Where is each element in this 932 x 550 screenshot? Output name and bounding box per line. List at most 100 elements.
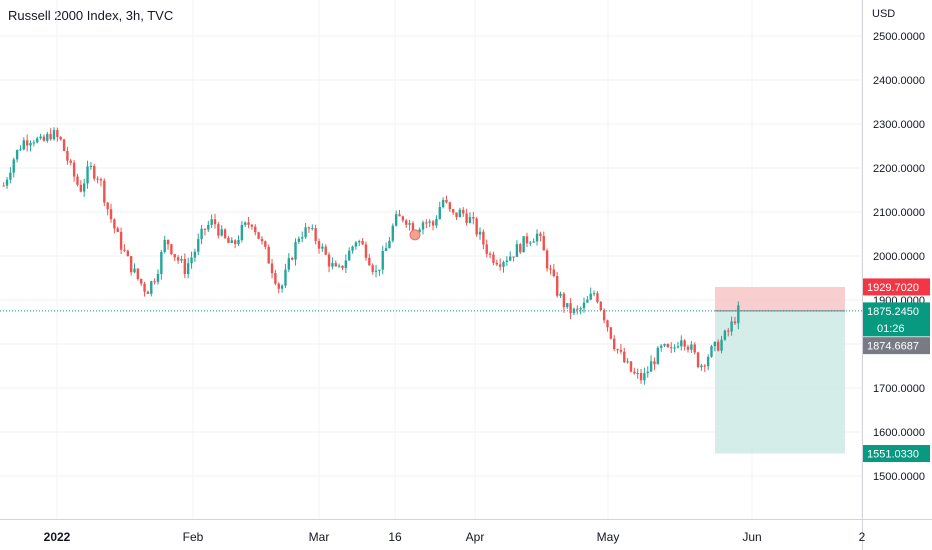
candle xyxy=(160,249,163,280)
candle xyxy=(727,328,730,337)
candle xyxy=(361,238,364,246)
candle-body xyxy=(109,209,113,220)
candle xyxy=(79,180,83,193)
candle xyxy=(220,225,223,237)
candle xyxy=(301,231,304,243)
candle xyxy=(435,215,438,229)
candle-body xyxy=(576,308,579,310)
candle-body xyxy=(274,273,277,284)
candle xyxy=(324,244,327,256)
candle-body xyxy=(311,228,314,230)
candle xyxy=(696,351,700,369)
candle xyxy=(230,237,233,244)
candle xyxy=(113,218,116,234)
candle xyxy=(12,157,15,178)
candle-body xyxy=(166,239,170,245)
candle xyxy=(431,219,435,231)
candle xyxy=(613,335,616,352)
candle-body xyxy=(2,185,5,187)
candle xyxy=(133,263,136,274)
candles xyxy=(2,127,740,385)
candle-body xyxy=(676,346,680,348)
candle xyxy=(186,257,190,279)
candle-body xyxy=(700,365,703,368)
candle xyxy=(421,220,425,235)
candle-body xyxy=(572,308,576,314)
countdown-text: 01:26 xyxy=(877,323,905,335)
candle xyxy=(384,242,388,252)
candle xyxy=(606,319,609,332)
candle-body xyxy=(378,269,381,271)
candle-body xyxy=(42,136,46,141)
candle xyxy=(314,224,317,245)
candle-body xyxy=(525,236,529,244)
candle-body xyxy=(613,338,616,350)
candle-body xyxy=(133,268,136,273)
candle-body xyxy=(659,345,663,348)
x-tick-label: Mar xyxy=(309,530,330,544)
candle-body xyxy=(297,238,301,242)
candle-body xyxy=(277,283,280,289)
candle xyxy=(636,368,639,379)
candle xyxy=(59,136,62,141)
candle xyxy=(321,243,324,252)
candle-body xyxy=(327,254,331,267)
candle-body xyxy=(451,209,455,213)
candle-body xyxy=(488,253,492,255)
candle xyxy=(408,219,411,231)
candle-body xyxy=(280,285,284,289)
candle xyxy=(401,215,405,223)
stop-price-label-bg xyxy=(863,278,930,296)
candle-body xyxy=(723,330,727,340)
candle xyxy=(223,228,227,240)
candle-body xyxy=(629,361,633,372)
candle xyxy=(505,256,509,266)
candle xyxy=(686,344,690,353)
candle xyxy=(626,358,629,364)
candle xyxy=(629,361,633,373)
candle-body xyxy=(143,283,146,292)
candle xyxy=(730,316,733,336)
candle-body xyxy=(76,176,79,185)
candle-body xyxy=(193,251,197,258)
candle xyxy=(472,212,475,225)
candle-body xyxy=(535,233,539,242)
candle xyxy=(213,213,217,229)
candle-body xyxy=(482,231,485,245)
candle xyxy=(193,248,197,262)
candle xyxy=(680,335,683,351)
candle-body xyxy=(270,263,274,274)
candle xyxy=(123,244,126,253)
candle xyxy=(351,245,354,254)
candle xyxy=(284,263,287,289)
candle xyxy=(36,136,39,144)
candle-body xyxy=(636,372,639,374)
candle-body xyxy=(223,229,227,238)
candle xyxy=(398,209,401,217)
candle-body xyxy=(59,136,62,140)
candle-body xyxy=(351,246,354,251)
candle-body xyxy=(706,356,710,367)
candle xyxy=(217,221,220,239)
x-tick-label: May xyxy=(597,530,620,544)
candle-body xyxy=(240,224,244,240)
candle xyxy=(619,344,623,355)
y-tick-label: 2300.0000 xyxy=(873,119,925,131)
last-price-label-text: 1874.6687 xyxy=(867,341,919,353)
candle-body xyxy=(515,244,519,257)
candle-body xyxy=(119,231,123,250)
candle-body xyxy=(260,238,264,242)
candle-body xyxy=(203,228,207,230)
candle xyxy=(254,224,257,236)
candle-body xyxy=(398,214,401,217)
candle xyxy=(670,342,673,354)
candle xyxy=(46,131,49,143)
candle-body xyxy=(69,160,72,163)
candle xyxy=(129,256,133,276)
candle-body xyxy=(394,214,398,226)
candle xyxy=(405,218,408,228)
candle xyxy=(599,300,602,311)
candle xyxy=(465,208,468,226)
